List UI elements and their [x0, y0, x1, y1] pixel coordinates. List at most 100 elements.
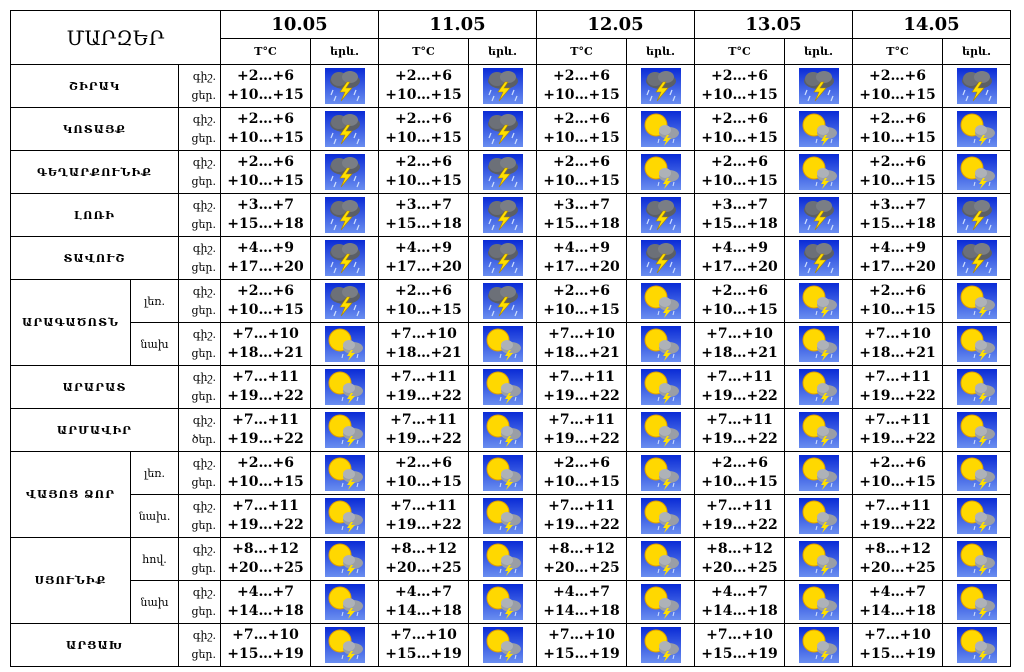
weather [784, 107, 854, 151]
weather-icon [640, 412, 681, 448]
night-temp: +7…+10 [548, 627, 615, 643]
temps: +2…+6 +10…+15 [378, 150, 470, 194]
temp-label: T°C [220, 38, 312, 65]
temps: +3…+7 +15…+18 [536, 193, 628, 237]
day-temp: +19…+22 [859, 517, 936, 533]
weather-icon [798, 197, 839, 233]
temps: +2…+6 +10…+15 [220, 279, 312, 323]
day-temp: +15…+19 [859, 646, 936, 662]
night-temp: +2…+6 [395, 455, 452, 471]
night-temp: +7…+11 [548, 412, 615, 428]
night-temp: +7…+10 [232, 326, 299, 342]
weather [468, 623, 538, 667]
night-temp: +2…+6 [711, 154, 768, 170]
weather-icon [798, 584, 839, 620]
period: ցեր. [191, 648, 217, 661]
region-row: նախ գիշ. ցեր. +7…+10 +18…+21 +7…+10 +18…+21 +7…… [11, 322, 1012, 366]
day-temp: +19…+22 [227, 431, 304, 447]
period: գիշ. [192, 199, 217, 212]
night-temp: +2…+6 [711, 283, 768, 299]
periods: գիշ. ցեր. [177, 193, 222, 237]
date: 10.05 [220, 10, 380, 39]
weather-icon [324, 627, 365, 663]
weather-icon [798, 412, 839, 448]
period: ցեր. [191, 605, 217, 618]
region-row: ԱՐԱԳԱԾՈՏՆ լեռ. գիշ. ցեր. +2…+6 +10…+15 +2…+6 +1… [10, 279, 1012, 366]
weather [310, 236, 380, 280]
temps: +7…+11 +19…+22 [694, 494, 786, 538]
day-temp: +10…+15 [385, 173, 462, 189]
sub-area: նախ [130, 322, 179, 366]
weather-icon [324, 412, 365, 448]
weather-label: երև. [784, 38, 854, 65]
region-name: ՍՅՈՒՆԻՔ [10, 537, 131, 624]
temps: +4…+9 +17…+20 [852, 236, 944, 280]
weather-icon [482, 627, 523, 663]
weather-icon [482, 369, 523, 405]
temps: +2…+6 +10…+15 [852, 150, 944, 194]
weather-icon [956, 68, 997, 104]
weather [942, 322, 1012, 366]
night-temp: +7…+11 [706, 369, 773, 385]
weather [626, 494, 696, 538]
night-temp: +2…+6 [869, 455, 926, 471]
weather-icon [640, 197, 681, 233]
periods: գիշ. ցեր. [177, 236, 222, 280]
temps: +4…+7 +14…+18 [694, 580, 786, 624]
night-temp: +7…+11 [706, 412, 773, 428]
day-temp: +14…+18 [859, 603, 936, 619]
sub-area: նախ. [130, 494, 179, 538]
region-name: ՏԱՎՈՒՇ [10, 236, 179, 280]
night-temp: +7…+10 [232, 627, 299, 643]
night-temp: +3…+7 [553, 197, 610, 213]
weather [468, 107, 538, 151]
temps: +7…+11 +19…+22 [852, 494, 944, 538]
weather-icon [956, 455, 997, 491]
region-name: ՇԻՐԱԿ [10, 64, 179, 108]
region-name: ԱՐՑԱԽ [10, 623, 179, 667]
periods: գիշ. ցեր. [177, 451, 222, 495]
day-temp: +15…+18 [385, 216, 462, 232]
day-temp: +19…+22 [701, 388, 778, 404]
night-temp: +7…+11 [390, 498, 457, 514]
weather-icon [798, 240, 839, 276]
weather [468, 322, 538, 366]
weather-icon [956, 627, 997, 663]
period: գիշ. [192, 285, 217, 298]
temps: +7…+10 +15…+19 [852, 623, 944, 667]
night-temp: +3…+7 [237, 197, 294, 213]
weather-icon [798, 369, 839, 405]
day-temp: +14…+18 [385, 603, 462, 619]
temps: +8…+12 +20…+25 [536, 537, 628, 581]
periods: գիշ. ցեր. [177, 322, 222, 366]
weather-icon [482, 68, 523, 104]
period: ցեր. [191, 390, 217, 403]
night-temp: +7…+11 [232, 412, 299, 428]
period: ցեր. [191, 562, 217, 575]
forecast-table: ՄԱՐԶԵՐ 10.05 11.05 12.05 13.05 14.05 T°C երև. T°… [9, 10, 1012, 667]
day-temp: +10…+15 [859, 302, 936, 318]
weather [310, 580, 380, 624]
night-temp: +4…+7 [711, 584, 768, 600]
sub-area: լեռ. [130, 451, 179, 495]
period: ծեր. [191, 433, 217, 446]
day-temp: +15…+18 [543, 216, 620, 232]
weather-icon [324, 240, 365, 276]
day-temp: +15…+19 [227, 646, 304, 662]
night-temp: +2…+6 [237, 68, 294, 84]
day-temp: +10…+15 [385, 302, 462, 318]
day-temp: +10…+15 [385, 130, 462, 146]
weather [942, 150, 1012, 194]
weather-icon [640, 369, 681, 405]
temps: +2…+6 +10…+15 [220, 107, 312, 151]
weather-icon [640, 541, 681, 577]
weather [310, 451, 380, 495]
night-temp: +7…+10 [864, 326, 931, 342]
night-temp: +2…+6 [395, 283, 452, 299]
night-temp: +7…+11 [390, 369, 457, 385]
period: գիշ. [192, 113, 217, 126]
region-row: նախ. գիշ. ցեր. +7…+11 +19…+22 +7…+11 +19…+22 +7… [11, 494, 1012, 538]
day-temp: +20…+25 [385, 560, 462, 576]
day-temp: +10…+15 [859, 474, 936, 490]
night-temp: +4…+9 [237, 240, 294, 256]
